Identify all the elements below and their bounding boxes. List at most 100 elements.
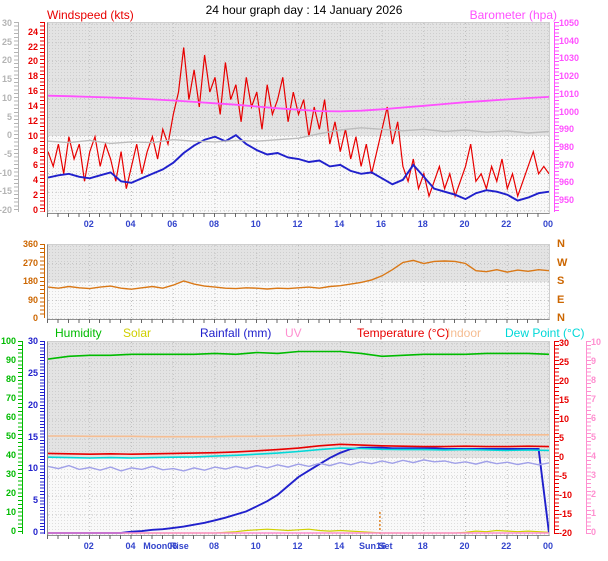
x-tick-label: 10 — [250, 219, 261, 229]
uv_index-tick-label: 1 — [591, 508, 597, 518]
windspeed_kts-tick-label: 24 — [27, 26, 38, 37]
windspeed_kts-axis-ticks — [40, 22, 44, 212]
outer_gray-tick-label: -10 — [0, 167, 12, 178]
windspeed_kts-tick-label: 10 — [27, 130, 38, 141]
uv_index-tick-label: 0 — [591, 527, 597, 537]
rain_mm-axis-line — [44, 341, 45, 534]
rain_mm-tick-label: 25 — [27, 367, 38, 378]
humidity_pct-tick-label: 80 — [5, 374, 16, 384]
uv_index-tick-label: 5 — [591, 432, 597, 442]
barometer_hpa-tick-label: 1050 — [559, 18, 580, 28]
rain_mm-tick-label: 30 — [27, 336, 38, 347]
x-tick-label: 08 — [208, 219, 219, 229]
x-tick-label: 20 — [459, 219, 470, 229]
uv_index-tick-label: 3 — [591, 470, 597, 480]
windspeed_kts-tick-label: 22 — [27, 41, 38, 52]
windspeed_kts-tick-label: 12 — [27, 115, 38, 126]
barometer_hpa-tick-label: 980 — [559, 141, 575, 152]
temp_c-tick-label: 30 — [559, 338, 570, 348]
series-indoor_c — [48, 433, 549, 438]
humidity_pct-tick-label: 60 — [5, 412, 16, 422]
barometer_hpa-tick-label: 970 — [559, 159, 575, 170]
compass-label-W: W — [557, 256, 568, 269]
degrees-tick-label: 180 — [22, 276, 38, 286]
x-tick-label: 12 — [292, 541, 303, 551]
x-tick-label: 18 — [417, 541, 428, 551]
humidity_pct-tick-label: 40 — [5, 450, 16, 460]
series-humidity_pct — [48, 350, 549, 360]
outer_gray-tick-label: 5 — [6, 111, 12, 122]
windspeed_kts-axis-line — [44, 22, 45, 212]
barometer_hpa-tick-label: 1020 — [559, 71, 580, 82]
x-tick-label: 12 — [292, 219, 303, 229]
outer_gray-tick-label: 15 — [1, 74, 12, 85]
uv_index-tick-label: 2 — [591, 489, 597, 499]
x-tick-strip-mid — [47, 319, 548, 323]
humidity_pct-tick-label: 10 — [5, 507, 16, 517]
windspeed_kts-tick-label: 20 — [27, 56, 38, 67]
legend-item-indoor: Indoor — [447, 326, 482, 340]
humidity_pct-tick-label: 0 — [10, 526, 16, 536]
uv_index-axis-ticks — [587, 341, 591, 534]
windspeed_kts-tick-label: 4 — [32, 175, 38, 186]
windspeed_kts-tick-label: 6 — [32, 160, 38, 171]
annotation-sun-set: Sun Set — [359, 541, 393, 551]
climate-canvas — [48, 342, 549, 535]
humidity_pct-tick-label: 30 — [5, 469, 16, 479]
legend-item-humidity: Humidity — [55, 326, 102, 340]
legend-item-uv: UV — [285, 326, 302, 340]
temp_c-tick-label: -10 — [559, 490, 573, 500]
x-tick-label: 18 — [417, 219, 428, 229]
annotation-moon-rise: Moon Rise — [143, 541, 189, 551]
x-tick-label: 16 — [375, 541, 386, 551]
outer_gray-tick-label: -5 — [3, 148, 12, 159]
barometer_hpa-tick-label: 1040 — [559, 35, 580, 46]
windspeed_kts-tick-label: 2 — [32, 190, 38, 201]
uv_index-axis-line — [586, 341, 587, 534]
compass-label-N: N — [557, 238, 565, 250]
wind-barometer-plot — [47, 22, 550, 214]
outer_gray-tick-label: 0 — [6, 130, 12, 141]
temp_c-tick-label: -20 — [559, 528, 573, 538]
temp_c-tick-label: 20 — [559, 376, 570, 386]
series-wind_gust_kts — [48, 47, 549, 199]
windspeed_kts-tick-label: 18 — [27, 71, 38, 82]
humidity_pct-axis-line — [22, 341, 23, 534]
uv_index-tick-label: 7 — [591, 394, 597, 404]
rain_mm-tick-label: 10 — [27, 463, 38, 474]
temp_c-tick-label: -15 — [559, 509, 573, 519]
humidity_pct-tick-label: 70 — [5, 393, 16, 403]
x-tick-label: 04 — [125, 219, 136, 229]
rain_mm-tick-label: 20 — [27, 399, 38, 410]
barometer_hpa-tick-label: 1000 — [559, 106, 580, 117]
legend-item-temperature-c: Temperature (°C) — [357, 326, 450, 340]
windspeed_kts-tick-label: 0 — [32, 205, 38, 215]
uv_index-tick-label: 4 — [591, 451, 597, 461]
series-unlabeled_gray_trace — [48, 127, 549, 145]
series-barometer_hpa — [48, 94, 549, 113]
windspeed_kts-tick-label: 14 — [27, 100, 38, 111]
outer_gray-tick-label: -20 — [0, 205, 12, 215]
x-tick-label: 06 — [167, 219, 178, 229]
barometer_hpa-tick-label: 990 — [559, 124, 575, 135]
x-tick-label: 20 — [459, 541, 470, 551]
rain_mm-tick-label: 0 — [32, 527, 38, 537]
x-tick-label: 00 — [542, 219, 553, 229]
x-tick-label: 14 — [334, 541, 345, 551]
x-tick-label: 02 — [83, 219, 94, 229]
degrees-axis-line — [44, 244, 45, 318]
degrees-tick-label: 90 — [27, 294, 38, 305]
legend-item-rainfall-mm: Rainfall (mm) — [200, 326, 272, 340]
windspeed-axis-title: Windspeed (kts) — [47, 8, 134, 22]
temp_c-tick-label: 10 — [559, 414, 570, 424]
series-wind_average_kts — [48, 134, 549, 202]
x-tick-label: 04 — [125, 541, 136, 551]
outer_gray-axis-ticks — [14, 22, 18, 212]
x-tick-label: 06 — [167, 541, 178, 551]
barometer-axis-title: Barometer (hpa) — [469, 8, 557, 22]
humidity_pct-tick-label: 100 — [0, 336, 16, 346]
outer_gray-axis-line — [18, 22, 19, 212]
barometer_hpa-axis-line — [554, 22, 555, 212]
outer_gray-tick-label: 25 — [1, 36, 12, 47]
